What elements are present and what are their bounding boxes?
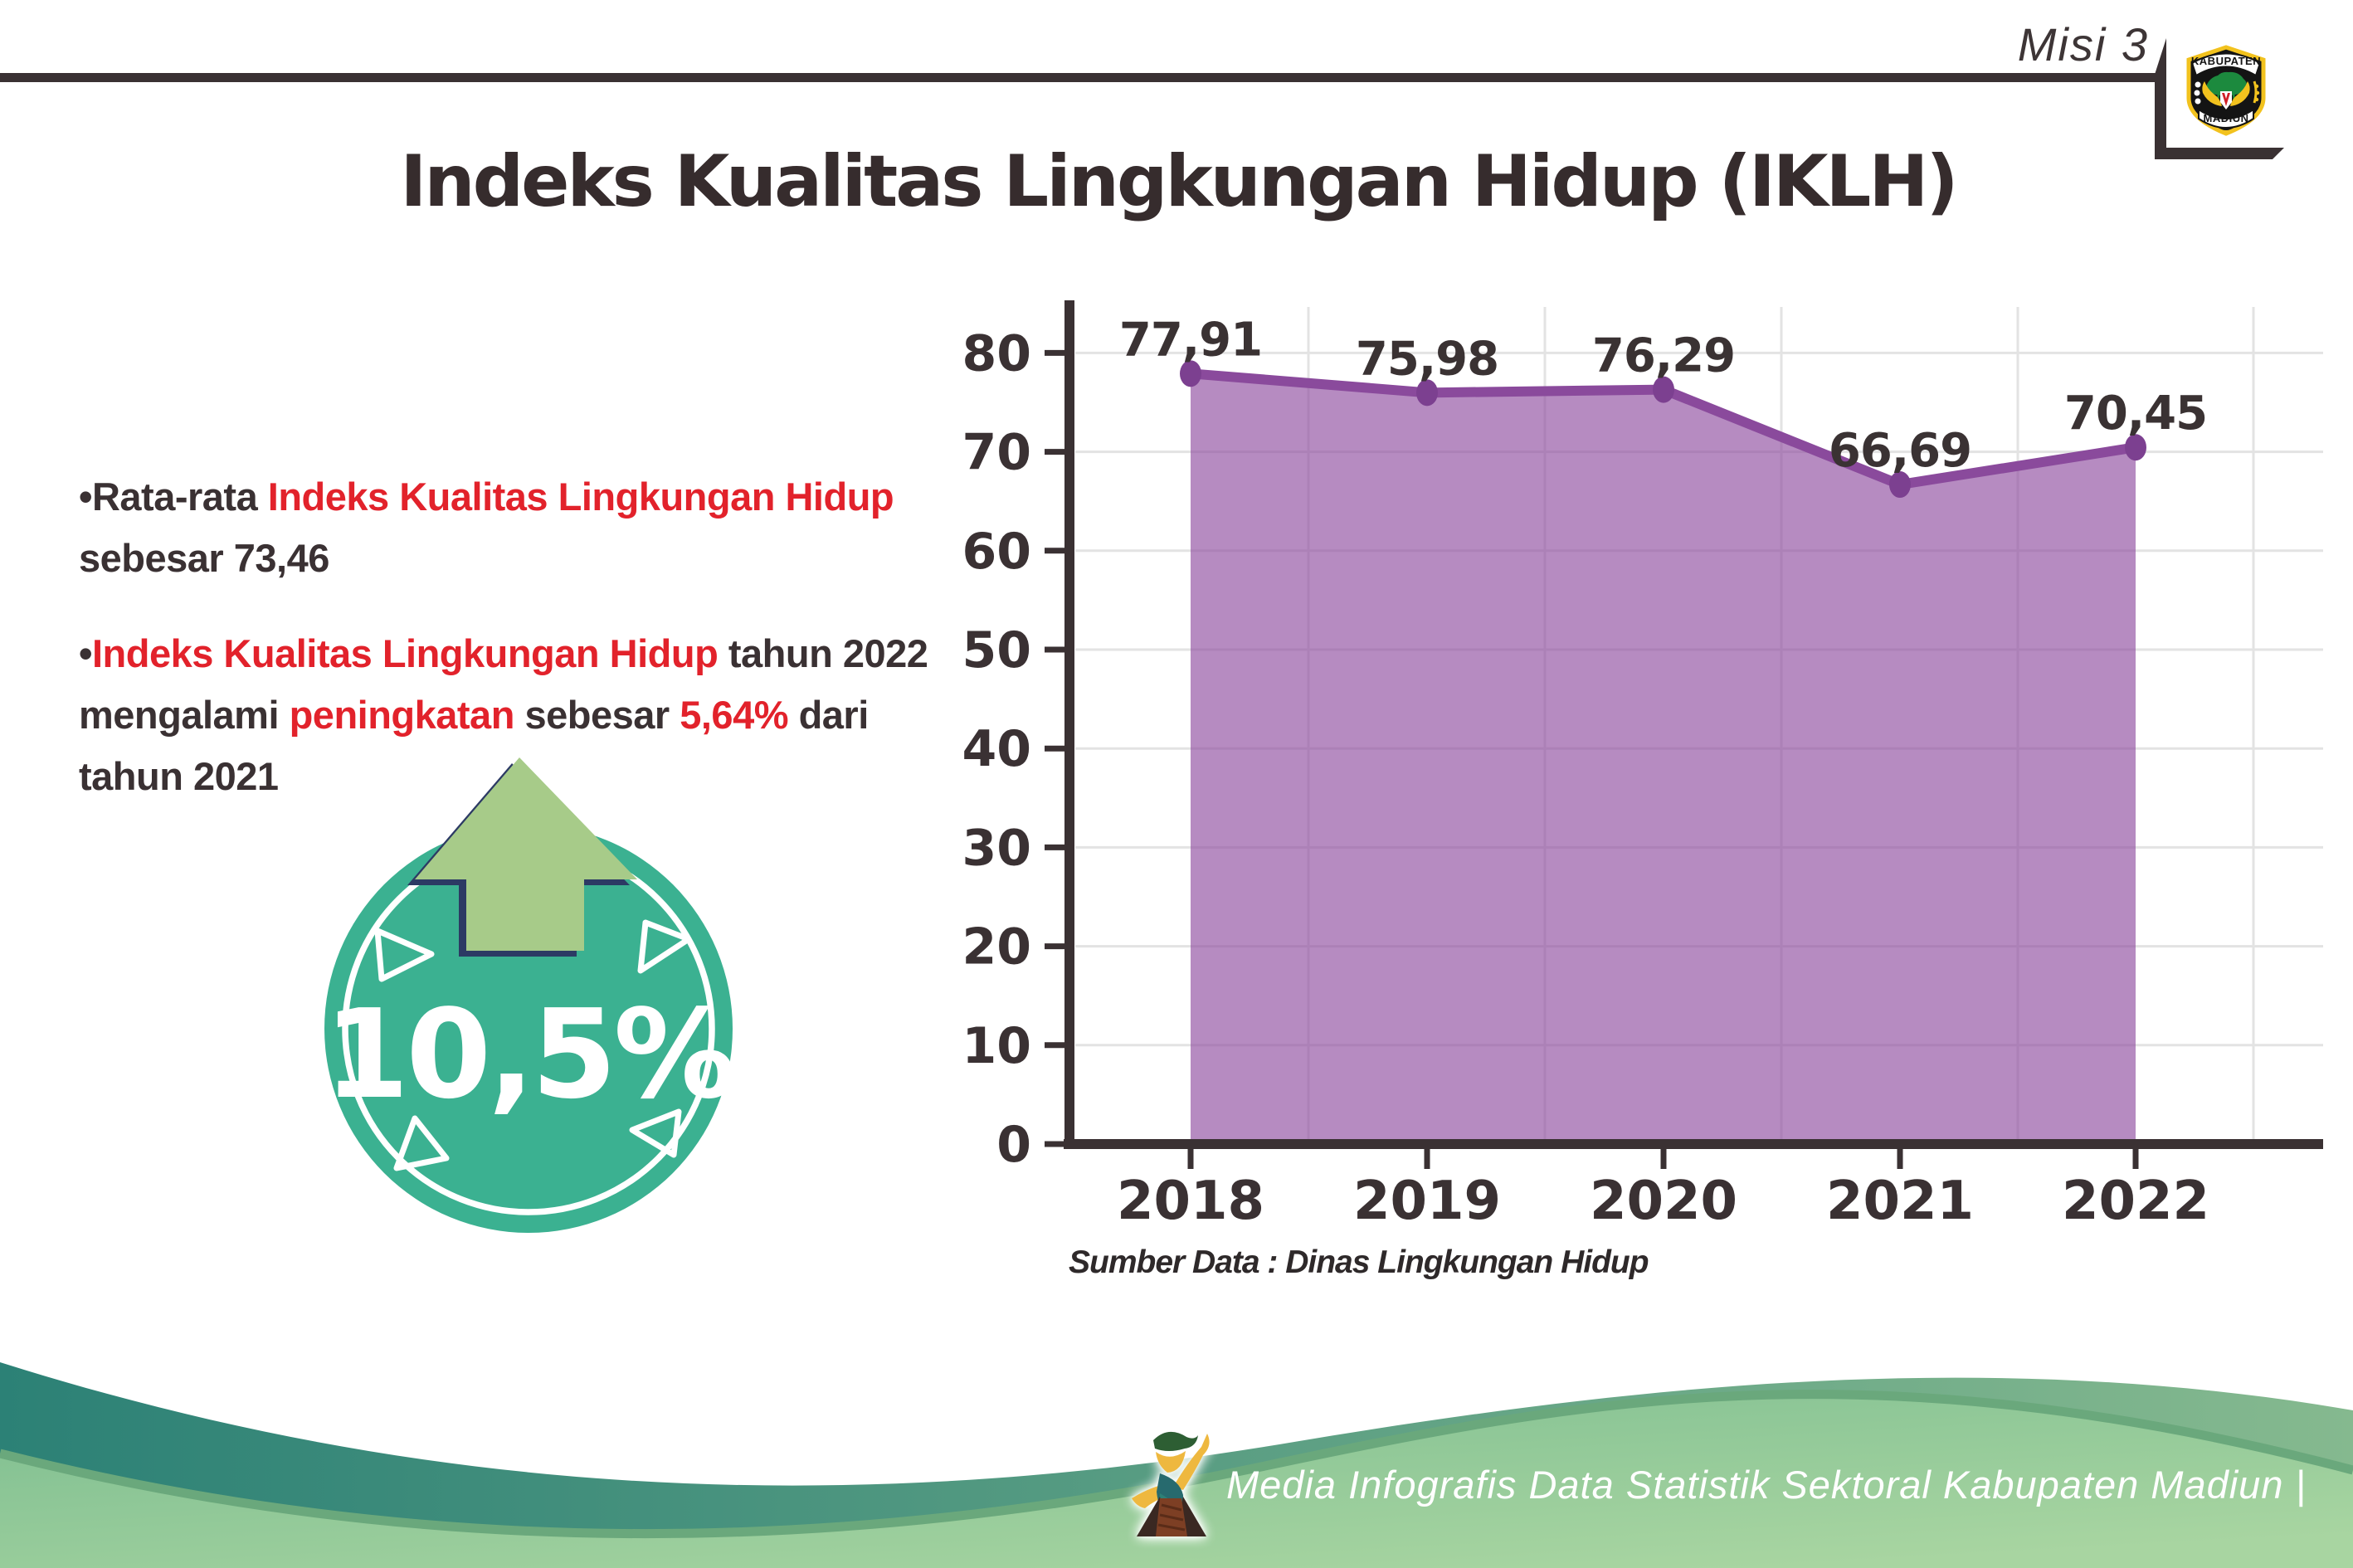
data-point [1653, 376, 1674, 403]
increase-badge: 10,5% [324, 757, 737, 1233]
logo-top-ribbon [2190, 52, 2262, 77]
mission-label: Misi 3 [2017, 18, 2149, 71]
area-fill [1191, 373, 2136, 1144]
logo-wings-icon [2202, 81, 2250, 106]
data-point [1889, 471, 1911, 499]
y-tick-label: 30 [962, 819, 1032, 877]
data-point [2125, 434, 2146, 461]
y-tick-label: 0 [996, 1116, 1031, 1174]
bullet-line: mengalami peningkatan sebesar 5,64% dari [79, 692, 869, 737]
logo-bottom-ribbon [2198, 108, 2254, 129]
footer-banner: Media Infografis Data Statistik Sektoral… [0, 1362, 2353, 1568]
dancer-mascot-icon [1132, 1431, 1210, 1536]
source-note: Sumber Data : Dinas Lingkungan Hidup [1069, 1244, 1649, 1280]
highlight-text: 5,64% [680, 692, 789, 737]
footer-wave-edge [0, 1390, 2353, 1539]
logo-bottom-ornament [2218, 128, 2234, 134]
highlight-text: Indeks Kualitas Lingkungan Hidup [267, 475, 894, 519]
x-tick-label: 2020 [1590, 1171, 1737, 1232]
corner-bracket-vertical [2155, 38, 2166, 159]
data-point [1416, 379, 1438, 407]
iklh-area-chart: 0 10 20 30 40 50 60 70 80 2018 2019 2020 2021 2022 77,… [962, 300, 2323, 1232]
logo-top-text: KABUPATEN [2191, 55, 2261, 67]
bullet-marker: • [79, 475, 92, 519]
x-tick-label: 2018 [1117, 1171, 1264, 1232]
logo-cotton-rice-icons [2194, 80, 2260, 105]
sparkle-triangle-icon [393, 1115, 450, 1171]
summary-text-block: •Rata-rata Indeks Kualitas Lingkungan Hi… [79, 466, 1016, 840]
y-tick-label: 10 [962, 1017, 1032, 1075]
footer-green-wave [0, 1394, 2353, 1568]
data-label: 70,45 [2064, 387, 2207, 441]
logo-center-emblem [2220, 91, 2232, 110]
highlight-text: Indeks Kualitas Lingkungan Hidup [91, 631, 719, 675]
data-label: 66,69 [1829, 424, 1971, 478]
header-rule [0, 73, 2161, 82]
highlight-text: peningkatan [289, 692, 515, 737]
page-title: Indeks Kualitas Lingkungan Hidup (IKLH) [400, 139, 1958, 223]
data-label: 76,29 [1592, 329, 1735, 383]
y-tick-label: 70 [962, 424, 1032, 482]
x-tick-label: 2021 [1826, 1171, 1974, 1232]
y-tick-label: 50 [962, 621, 1032, 679]
sparkle-triangle-icon [637, 919, 692, 974]
y-tick-label: 60 [962, 523, 1032, 581]
bullet-line: •Indeks Kualitas Lingkungan Hidup tahun … [79, 631, 928, 675]
bullet-item-average: •Rata-rata Indeks Kualitas Lingkungan Hi… [79, 466, 1016, 590]
bullet-line: sebesar 73,46 [79, 536, 329, 581]
bullet-line: •Rata-rata Indeks Kualitas Lingkungan Hi… [79, 475, 894, 519]
footer-caption: Media Infografis Data Statistik Sektoral… [1226, 1463, 2307, 1507]
corner-bracket-horizontal [2155, 148, 2284, 159]
bullet-item-increase: •Indeks Kualitas Lingkungan Hidup tahun … [79, 623, 1016, 808]
up-arrow-icon [415, 757, 637, 951]
bullet-line: tahun 2021 [79, 754, 279, 798]
x-tick-label: 2022 [2062, 1171, 2209, 1232]
x-tick-label: 2019 [1353, 1171, 1501, 1232]
bullet-marker: • [79, 631, 92, 675]
kabupaten-madiun-logo: KABUPATEN MADIUN [2186, 45, 2266, 136]
badge-value: 10,5% [324, 983, 733, 1126]
y-tick-label: 20 [962, 918, 1032, 976]
data-point [1180, 360, 1201, 387]
data-label: 77,91 [1119, 313, 1262, 367]
y-tick-label: 40 [962, 720, 1032, 778]
data-label: 75,98 [1356, 332, 1498, 386]
sparkle-triangle-icon [629, 1108, 682, 1158]
logo-bottom-text: MADIUN [2204, 112, 2249, 124]
sparkle-triangle-icon [374, 928, 435, 982]
y-tick-label: 80 [962, 324, 1032, 382]
